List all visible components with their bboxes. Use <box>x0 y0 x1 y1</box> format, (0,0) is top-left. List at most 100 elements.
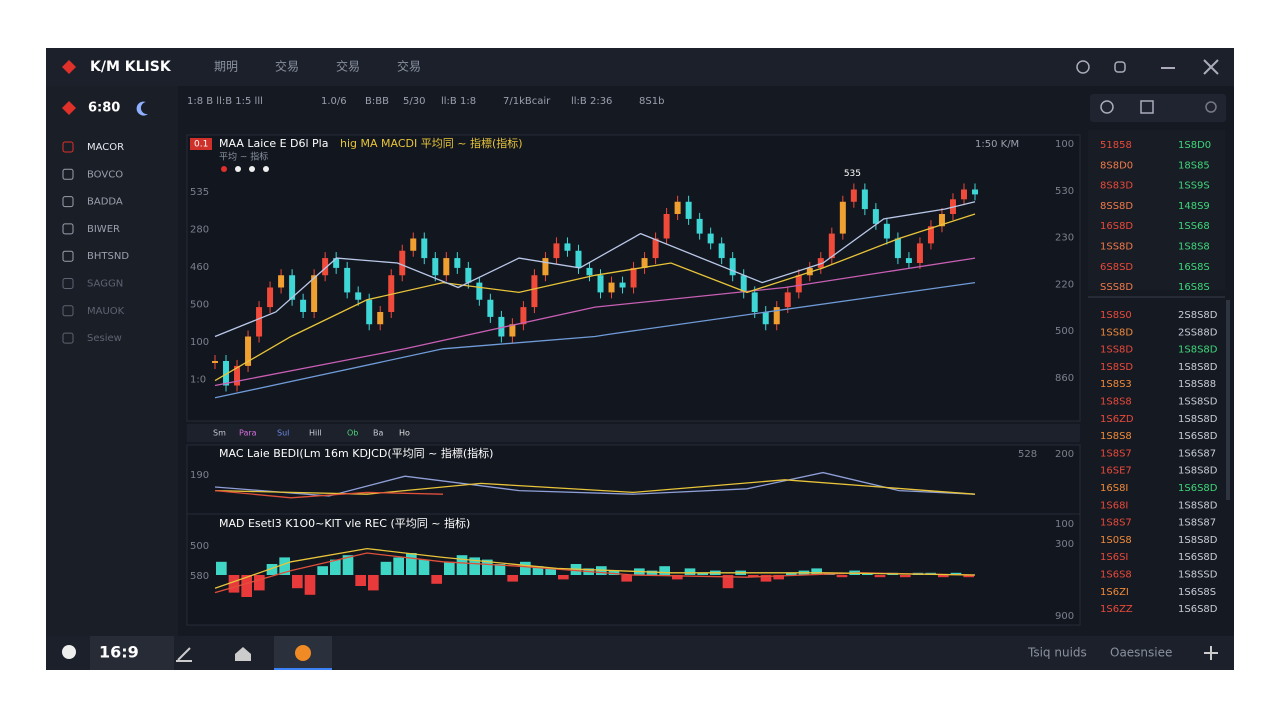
nav-item[interactable]: SAGGN <box>87 279 123 290</box>
candle <box>509 324 516 337</box>
hist-bar <box>406 553 417 575</box>
candle <box>355 292 362 300</box>
settings-icon[interactable] <box>1100 100 1114 114</box>
bid-size: 1S8S8D <box>1178 414 1218 425</box>
hist-bar <box>469 557 480 575</box>
y-label: 580 <box>190 571 209 582</box>
candle <box>872 209 879 224</box>
nav-icon[interactable] <box>62 141 74 153</box>
dot <box>235 166 241 172</box>
bid-size: 1S8SSD <box>1178 570 1218 581</box>
search-icon[interactable] <box>1205 101 1217 113</box>
candle <box>839 201 846 234</box>
chart-right-top: 1:50 K/M <box>975 139 1019 150</box>
candle <box>553 243 560 259</box>
hist-bar <box>279 557 290 575</box>
nav-icon[interactable] <box>62 168 74 180</box>
y-label: 500 <box>190 541 209 552</box>
nav-item[interactable]: MAUOK <box>87 306 125 317</box>
y2-label: 100 <box>1055 519 1074 530</box>
nav-item[interactable]: MACOR <box>87 142 124 153</box>
nav-item[interactable]: BOVCO <box>87 169 123 180</box>
bid-size: 1S8S8D <box>1178 466 1218 477</box>
candle <box>630 267 637 288</box>
tab[interactable]: 期明 <box>214 60 238 74</box>
y-label: 190 <box>190 470 209 481</box>
indicator-line <box>214 257 976 387</box>
hist-bar <box>418 559 430 575</box>
moon-icon[interactable] <box>136 101 148 116</box>
chart-title: MAA Laice E D6l Pla <box>219 137 328 150</box>
candle <box>828 233 835 259</box>
hist-bar <box>228 575 240 593</box>
badge-bg <box>190 138 212 150</box>
bid-size: 1S8S8D <box>1178 362 1218 373</box>
hist-bar <box>393 557 404 575</box>
chart-subtitle: 平均 ~ 指标 <box>219 151 268 163</box>
nav-icon[interactable] <box>62 278 74 289</box>
bid-price: 16S8I <box>1100 483 1128 494</box>
candle <box>366 299 373 325</box>
panel-title: MAD Esetl3 K1O0~KlT vle REC (平均同 ~ 指标) <box>219 516 470 530</box>
candle <box>608 282 615 293</box>
search-box[interactable] <box>1090 94 1226 122</box>
candle <box>289 275 296 300</box>
candle <box>751 292 758 312</box>
candle <box>729 258 736 276</box>
bid-price: 1S6ZD <box>1100 414 1134 425</box>
hist-bar <box>697 572 708 575</box>
legend-item: Ba <box>373 429 383 438</box>
candle <box>212 361 218 363</box>
candle <box>377 312 384 325</box>
nav-icon[interactable] <box>62 332 74 344</box>
ask-price: 6S8SD <box>1100 262 1133 273</box>
draw-icon[interactable] <box>176 647 192 662</box>
orange-button[interactable] <box>295 645 311 661</box>
bid-price: 1S6ZZ <box>1100 604 1133 615</box>
info-item: 1.0/6 <box>321 96 347 107</box>
candle <box>300 299 307 312</box>
candle <box>597 275 604 293</box>
restore-icon[interactable] <box>1114 61 1126 73</box>
grid-icon[interactable] <box>1140 100 1154 114</box>
bid-price: 1S8S0 <box>1100 310 1132 321</box>
tab[interactable]: 交易 <box>336 59 360 74</box>
nav-icon[interactable] <box>62 196 74 208</box>
nav-icon[interactable] <box>62 250 74 262</box>
hist-bar <box>216 561 227 575</box>
y2-label: 200 <box>1055 449 1074 460</box>
nav-item[interactable]: BIWER <box>87 224 120 235</box>
home-icon[interactable] <box>235 647 251 661</box>
tab[interactable]: 交易 <box>397 59 421 74</box>
nav-item[interactable]: Sesiew <box>87 333 122 344</box>
ask-size: 1S8D0 <box>1178 140 1211 151</box>
candle <box>454 258 461 268</box>
bid-price: 1S8S7 <box>1100 448 1132 459</box>
legend-item: Para <box>239 429 257 438</box>
nav-icon[interactable] <box>62 305 74 317</box>
nav-icon[interactable] <box>62 223 74 235</box>
y2-label: 100 <box>1055 139 1074 150</box>
refresh-icon[interactable] <box>1076 60 1090 74</box>
bid-price: 1S8S8 <box>1100 431 1132 442</box>
bid-price: 1S8S7 <box>1100 518 1132 529</box>
location-icon[interactable] <box>62 645 76 659</box>
y2-label: 300 <box>1055 539 1074 550</box>
title-bar <box>46 48 1234 86</box>
bid-size: 1S6S87 <box>1178 448 1216 459</box>
candle <box>652 238 659 259</box>
y2-label: 528 <box>1018 449 1037 460</box>
add-icon[interactable] <box>1204 646 1218 660</box>
candle <box>883 223 890 239</box>
candle <box>795 275 802 293</box>
close-icon[interactable] <box>1203 59 1219 75</box>
nav-item[interactable]: BHTSND <box>87 251 129 262</box>
hist-bar <box>545 568 556 575</box>
ratio-tab[interactable] <box>90 636 174 670</box>
scrollbar[interactable] <box>1226 300 1230 500</box>
candle <box>234 365 241 386</box>
tab[interactable]: 交易 <box>275 59 299 74</box>
nav-item[interactable]: BADDA <box>87 197 123 208</box>
dot <box>221 166 227 172</box>
